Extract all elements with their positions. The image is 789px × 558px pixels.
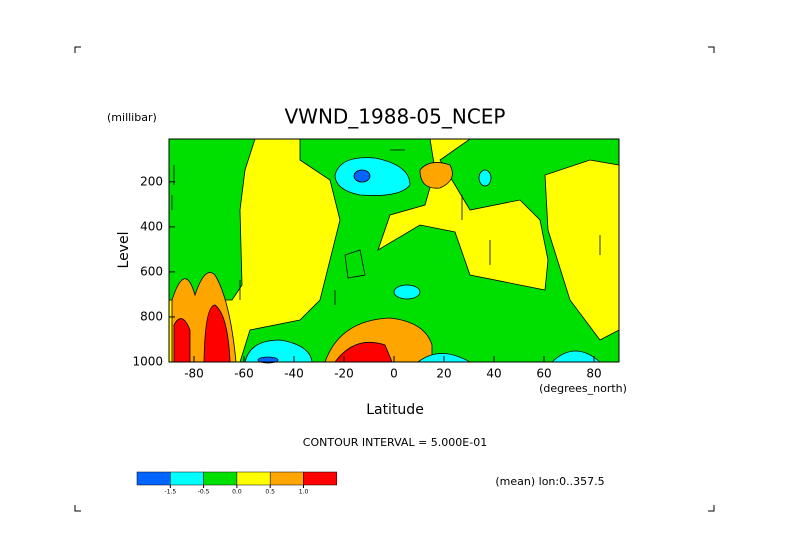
x-tick-label: 80	[586, 367, 601, 381]
y-units: (millibar)	[107, 111, 157, 124]
x-axis-label: Latitude	[366, 402, 424, 418]
colorbar-swatch	[170, 471, 204, 486]
x-tick-label: -80	[184, 367, 204, 381]
x-tick-label: 20	[436, 367, 451, 381]
x-tick-label: 40	[486, 367, 501, 381]
colorbar-label: 0.0	[232, 489, 242, 496]
chart-title: VWND_1988-05_NCEP	[284, 105, 505, 129]
x-tick-label: -40	[284, 367, 304, 381]
x-tick-label: 60	[536, 367, 551, 381]
colorbar-label: -1.5	[164, 489, 176, 496]
y-tick-label: 1000	[132, 355, 163, 369]
colorbar-label: -0.5	[198, 489, 210, 496]
y-tick-label: 800	[140, 309, 163, 323]
colorbar-swatch	[236, 471, 271, 486]
red-regions	[173, 304, 393, 363]
green-regions	[168, 138, 620, 363]
colorbar-label: 1.0	[299, 489, 309, 496]
contour-field	[168, 138, 620, 364]
y-tick-label: 200	[140, 174, 163, 188]
y-tick-label: 600	[140, 264, 163, 278]
x-units: (degrees_north)	[539, 382, 627, 395]
colorbar-swatch	[269, 471, 304, 486]
footnote: (mean) lon:0..357.5	[495, 475, 604, 488]
colorbar-swatch	[136, 471, 171, 486]
x-tick-label: -60	[234, 367, 254, 381]
y-axis-label: Level	[116, 232, 132, 269]
contour-interval: CONTOUR INTERVAL = 5.000E-01	[303, 436, 487, 449]
contour-zero-labels	[171, 149, 601, 305]
colorbar-label: 0.5	[265, 489, 275, 496]
colorbar-swatch	[203, 471, 238, 486]
y-tick-label: 400	[140, 219, 163, 233]
colorbar-swatch	[303, 471, 338, 486]
corner-marks	[74, 46, 715, 512]
x-tick-label: 0	[390, 367, 398, 381]
cyan-regions	[244, 157, 602, 363]
x-tick-label: -20	[334, 367, 354, 381]
